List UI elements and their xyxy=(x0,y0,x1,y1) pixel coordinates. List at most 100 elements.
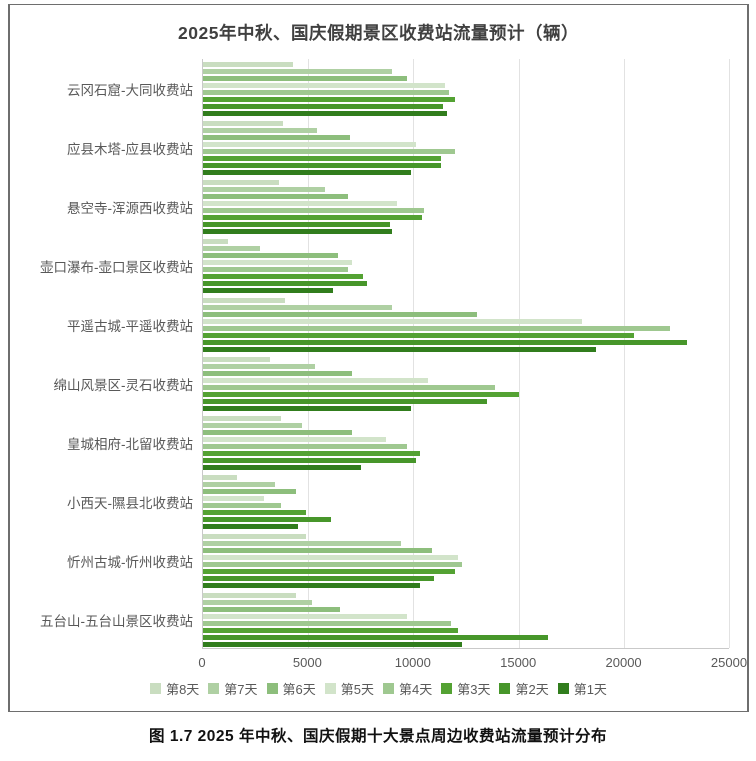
bar-第5天 xyxy=(203,82,445,88)
bar-第3天 xyxy=(203,214,422,220)
legend-swatch-icon xyxy=(150,683,162,694)
bar-第5天 xyxy=(203,554,458,560)
bar-第4天 xyxy=(203,384,496,390)
bar-group xyxy=(203,590,729,649)
bar-第6天 xyxy=(203,488,296,494)
bar-第1天 xyxy=(203,110,448,116)
bar-第5天 xyxy=(203,141,416,147)
gridline xyxy=(308,59,310,648)
bar-第2天 xyxy=(203,162,441,168)
bar-第8天 xyxy=(203,415,281,421)
bar-第7天 xyxy=(203,599,313,605)
category-label: 应县木塔-应县收费站 xyxy=(67,141,193,157)
bar-第7天 xyxy=(203,422,302,428)
bar-第1天 xyxy=(203,641,462,647)
bar-第8天 xyxy=(203,474,237,480)
x-tick-label: 20000 xyxy=(605,655,642,670)
legend-label: 第8天 xyxy=(166,682,200,697)
bar-第7天 xyxy=(203,481,275,487)
gridline xyxy=(729,59,730,648)
bar-第7天 xyxy=(203,68,393,74)
chart-title: 2025年中秋、国庆假期景区收费站流量预计（辆） xyxy=(178,23,579,43)
bar-第5天 xyxy=(203,200,397,206)
category-label: 云冈石窟-大同收费站 xyxy=(67,82,193,98)
legend-item: 第4天 xyxy=(383,679,432,698)
bar-第1天 xyxy=(203,523,298,529)
plot-area xyxy=(202,59,730,649)
bar-第3天 xyxy=(203,273,363,279)
legend-label: 第2天 xyxy=(515,682,549,697)
legend-label: 第3天 xyxy=(457,682,491,697)
bar-第7天 xyxy=(203,304,393,310)
bar-第3天 xyxy=(203,96,456,102)
bar-group xyxy=(203,295,729,354)
bar-第5天 xyxy=(203,318,582,324)
category-label: 悬空寺-浑源西收费站 xyxy=(67,200,193,216)
bar-第5天 xyxy=(203,436,387,442)
legend-swatch-icon xyxy=(499,683,511,694)
bar-第8天 xyxy=(203,61,294,67)
legend: 第8天 第7天 第6天 第5天 第4天 第3天 第2天 第1天 xyxy=(10,679,747,698)
bar-group xyxy=(203,354,729,413)
bar-第6天 xyxy=(203,134,351,140)
bar-第8天 xyxy=(203,356,271,362)
figure-caption: 图 1.7 2025 年中秋、国庆假期十大景点周边收费站流量预计分布 xyxy=(149,728,607,745)
bar-第1天 xyxy=(203,228,393,234)
bar-第2天 xyxy=(203,516,332,522)
bar-第8天 xyxy=(203,120,283,126)
bar-第6天 xyxy=(203,193,349,199)
bar-第1天 xyxy=(203,464,361,470)
legend-item: 第5天 xyxy=(324,679,374,698)
bar-第6天 xyxy=(203,252,338,258)
bar-第8天 xyxy=(203,179,279,185)
bar-第4天 xyxy=(203,266,349,272)
bar-第6天 xyxy=(203,429,353,435)
bar-第7天 xyxy=(203,540,401,546)
bar-group xyxy=(203,59,729,118)
bar-第1天 xyxy=(203,405,412,411)
value-axis: 0 5000 10000 15000 20000 25000 xyxy=(198,649,747,673)
bar-第2天 xyxy=(203,398,488,404)
bar-第7天 xyxy=(203,245,260,251)
plot-wrap xyxy=(202,59,730,649)
bar-第5天 xyxy=(203,377,429,383)
bar-第4天 xyxy=(203,89,450,95)
bar-第3天 xyxy=(203,332,635,338)
gridline xyxy=(518,59,520,648)
legend-item: 第2天 xyxy=(499,679,549,698)
x-tick-label: 5000 xyxy=(292,655,322,670)
bar-第1天 xyxy=(203,169,412,175)
bar-第6天 xyxy=(203,547,433,553)
bar-第3天 xyxy=(203,391,519,397)
legend-item: 第3天 xyxy=(441,679,490,698)
bar-第4天 xyxy=(203,502,281,508)
x-tick-label: 0 xyxy=(198,655,206,670)
legend-swatch-icon xyxy=(266,683,278,694)
legend-label: 第7天 xyxy=(224,682,258,697)
bar-第1天 xyxy=(203,582,420,588)
bar-group xyxy=(203,413,729,472)
legend-label: 第6天 xyxy=(282,682,316,697)
x-tick-label: 25000 xyxy=(710,655,748,670)
bar-第8天 xyxy=(203,297,286,303)
legend-swatch-icon xyxy=(441,683,453,694)
category-label: 皇城相府-北留收费站 xyxy=(67,436,193,452)
bar-第5天 xyxy=(203,259,353,265)
bar-group xyxy=(203,472,729,531)
bar-第5天 xyxy=(203,495,265,501)
bar-第4天 xyxy=(203,325,671,331)
chart-body: 云冈石窟-大同收费站 应县木塔-应县收费站 悬空寺-浑源西收费站 壶口瀑布-壶口景区收… xyxy=(16,59,747,649)
bar-第4天 xyxy=(203,443,408,449)
legend-label: 第4天 xyxy=(399,682,433,697)
bar-第4天 xyxy=(203,148,456,154)
bar-group xyxy=(203,236,729,295)
legend-swatch-icon xyxy=(324,683,336,694)
bar-第6天 xyxy=(203,311,477,317)
legend-label: 第1天 xyxy=(573,682,607,697)
category-axis: 云冈石窟-大同收费站 应县木塔-应县收费站 悬空寺-浑源西收费站 壶口瀑布-壶口景区收… xyxy=(16,59,202,649)
bar-第2天 xyxy=(203,457,416,463)
bar-第7天 xyxy=(203,186,326,192)
bar-第2天 xyxy=(203,575,435,581)
bar-group xyxy=(203,118,729,177)
bar-第3天 xyxy=(203,450,420,456)
